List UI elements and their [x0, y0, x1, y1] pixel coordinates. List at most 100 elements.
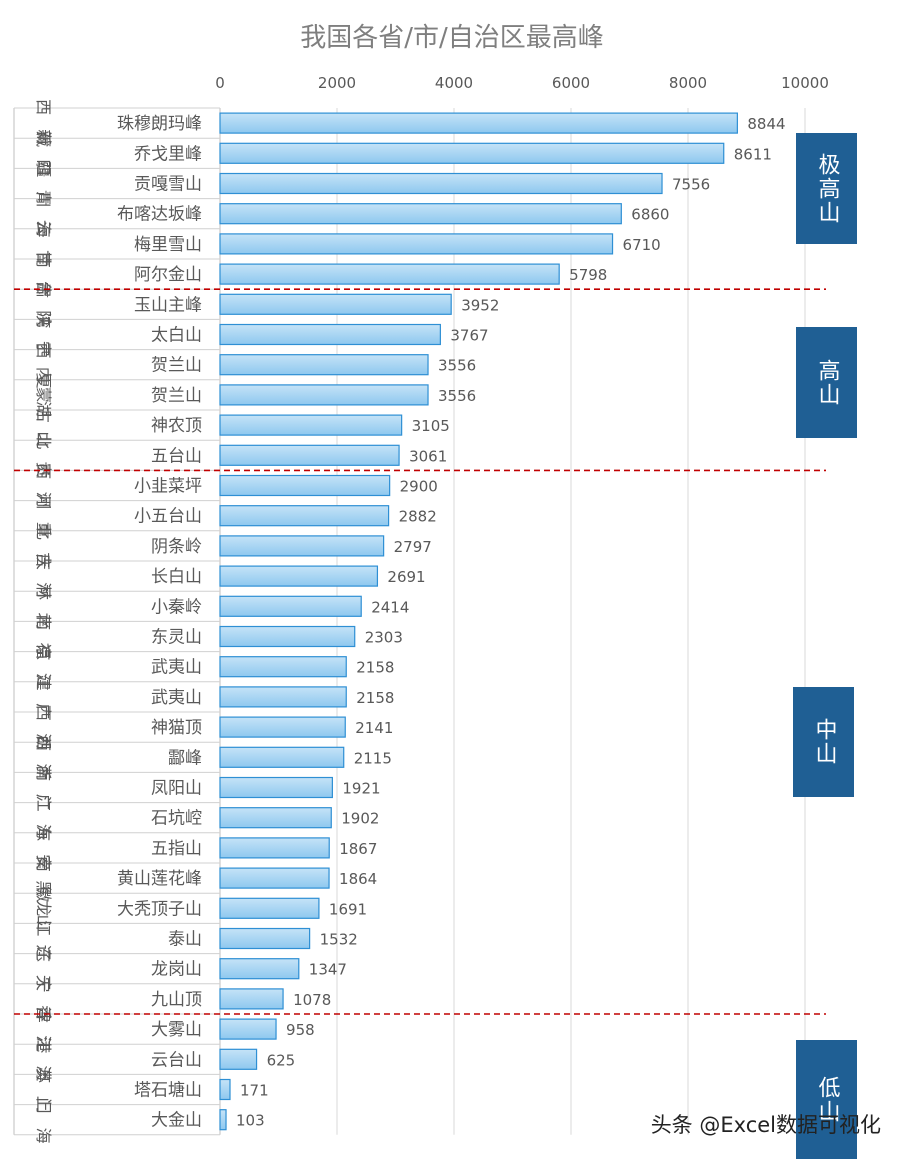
province-label: 黑龙江 — [35, 880, 54, 936]
data-label: 1921 — [342, 780, 380, 798]
x-tick-label: 0 — [215, 74, 225, 92]
province-label: 湖北 — [35, 401, 54, 449]
bar-上海 — [219, 1109, 227, 1131]
data-label: 2115 — [354, 749, 392, 767]
data-label: 2303 — [365, 629, 403, 647]
group-band: 极高山 — [796, 133, 857, 244]
data-label: 8844 — [747, 115, 785, 133]
peak-label: 石坑崆 — [151, 809, 202, 829]
bar-海南 — [219, 837, 330, 859]
bar-湖北 — [219, 414, 403, 436]
data-label: 2900 — [400, 478, 438, 496]
peak-label: 五台山 — [151, 446, 202, 466]
bar-河北 — [219, 505, 390, 527]
data-label: 2158 — [356, 689, 394, 707]
bar-江西 — [219, 686, 347, 708]
peak-label: 神农顶 — [151, 416, 202, 436]
data-label: 1078 — [293, 991, 331, 1009]
province-label: 澳门 — [35, 1065, 54, 1113]
peak-label: 长白山 — [151, 567, 202, 587]
bar-广东 — [219, 807, 332, 829]
data-label: 2158 — [356, 659, 394, 677]
province-label: 上海 — [35, 1096, 54, 1144]
province-label: 广西 — [35, 703, 54, 751]
data-label: 2141 — [355, 719, 393, 737]
province-label: 海南 — [35, 824, 54, 872]
peak-label: 贺兰山 — [151, 356, 202, 376]
bar-新疆 — [219, 142, 725, 164]
bar-湖南 — [219, 746, 345, 768]
peak-label: 小韭菜坪 — [134, 477, 202, 497]
province-label: 台湾 — [35, 280, 54, 328]
province-label: 江西 — [35, 673, 54, 721]
peak-label: 乔戈里峰 — [134, 144, 202, 164]
data-label: 2691 — [387, 568, 425, 586]
data-label: 2414 — [371, 598, 409, 616]
province-label: 湖南 — [35, 733, 54, 781]
bar-台湾 — [219, 293, 452, 315]
data-label: 1902 — [341, 810, 379, 828]
province-label: 辽宁 — [35, 945, 54, 993]
bar-北京 — [219, 625, 356, 648]
province-label: 贵州 — [35, 461, 54, 509]
data-label: 1864 — [339, 870, 377, 888]
bar-广西 — [219, 716, 346, 738]
data-label: 7556 — [672, 176, 710, 194]
peak-label: 东灵山 — [151, 628, 202, 648]
peak-label: 贡嘎雪山 — [134, 175, 202, 195]
data-label: 5798 — [569, 266, 607, 284]
peak-label: 龙岗山 — [151, 960, 202, 980]
province-label: 天津 — [35, 975, 54, 1023]
province-label: 甘肃 — [35, 250, 54, 298]
data-label: 3061 — [409, 447, 447, 465]
data-label: 1347 — [309, 961, 347, 979]
province-label: 陕西 — [35, 310, 54, 358]
data-label: 6860 — [631, 206, 669, 224]
province-label: 山西 — [35, 431, 54, 479]
bar-云南 — [219, 233, 614, 255]
peak-label: 五指山 — [151, 839, 202, 859]
peak-label: 珠穆朗玛峰 — [117, 114, 202, 134]
watermark: 头条 @Excel数据可视化 — [650, 1113, 881, 1137]
bar-吉林 — [219, 565, 379, 587]
data-label: 3556 — [438, 387, 476, 405]
bar-山东 — [219, 927, 311, 950]
province-label: 内蒙古 — [35, 367, 54, 423]
data-label: 3556 — [438, 357, 476, 375]
data-label: 6710 — [623, 236, 661, 254]
chart-title: 我国各省/市/自治区最高峰 — [300, 23, 604, 53]
province-label: 山东 — [35, 914, 54, 962]
peak-label: 梅里雪山 — [134, 235, 202, 255]
peak-label: 小五台山 — [134, 507, 202, 527]
bar-陕西 — [219, 323, 441, 346]
bar-江苏 — [219, 1048, 258, 1070]
peak-label: 贺兰山 — [151, 386, 202, 406]
province-label: 宁夏 — [35, 341, 54, 389]
province-label: 香港 — [35, 1005, 54, 1053]
x-tick-label: 10000 — [781, 74, 829, 92]
data-label: 103 — [236, 1112, 265, 1130]
province-label: 河北 — [35, 492, 54, 540]
x-tick-label: 6000 — [552, 74, 590, 92]
peak-label: 云台山 — [151, 1050, 202, 1070]
peak-label: 武夷山 — [151, 688, 202, 708]
province-label: 吉林 — [35, 552, 54, 600]
bar-贵州 — [219, 474, 391, 497]
province-label: 广东 — [35, 794, 54, 842]
peak-label: 凤阳山 — [151, 779, 202, 799]
bar-浙江 — [219, 776, 333, 799]
bar-西藏 — [219, 112, 738, 134]
province-label: 四川 — [35, 159, 54, 207]
bar-天津 — [219, 988, 284, 1010]
peak-label: 大雾山 — [151, 1020, 202, 1040]
bar-辽宁 — [219, 958, 300, 980]
bar-香港 — [219, 1018, 277, 1040]
province-label: 新疆 — [35, 129, 54, 177]
peak-label: 阿尔金山 — [134, 265, 202, 285]
province-label: 北京 — [35, 612, 54, 660]
group-band: 低山 — [796, 1040, 857, 1159]
bar-福建 — [219, 656, 347, 678]
province-label: 重庆 — [35, 522, 54, 570]
bar-澳门 — [219, 1078, 231, 1101]
